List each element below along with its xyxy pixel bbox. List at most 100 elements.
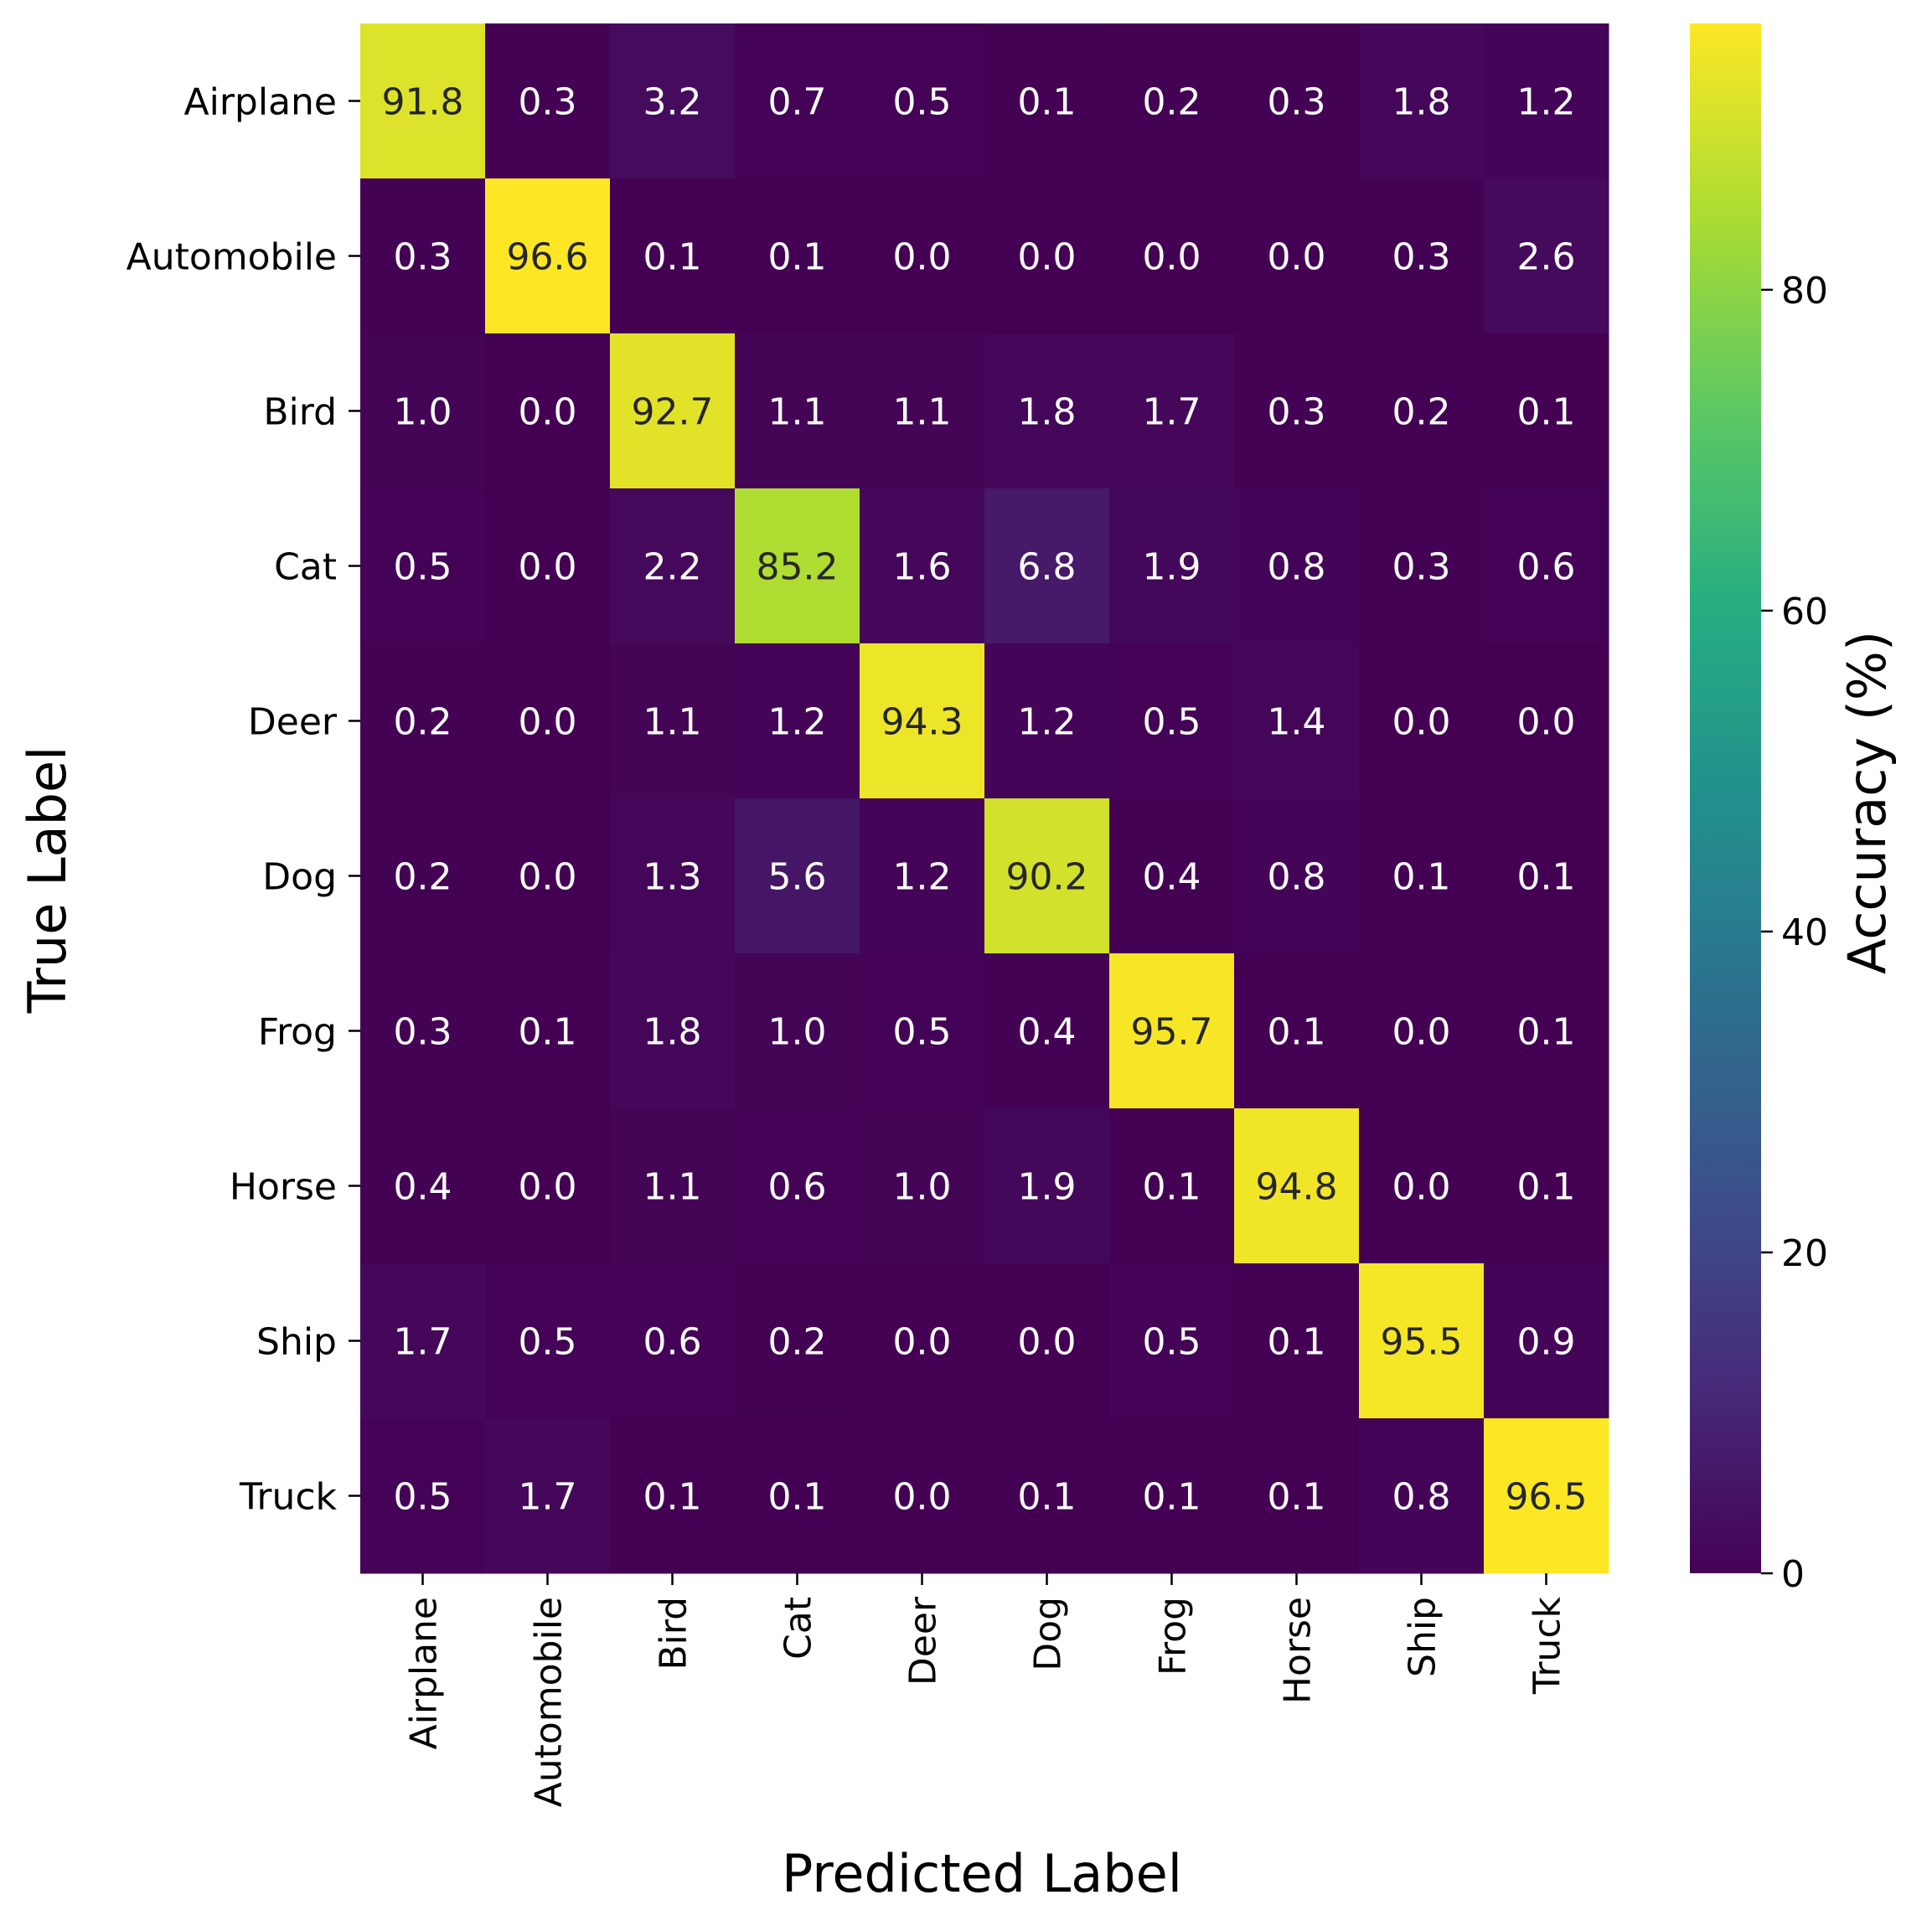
cell-value-label: 85.2 [757, 546, 839, 589]
cell-value-label: 0.0 [1517, 701, 1576, 744]
cell-value-label: 0.1 [1268, 1321, 1326, 1364]
heatmap-cell [735, 1108, 860, 1264]
cell-value-label: 0.1 [1018, 81, 1077, 124]
cell-value-label: 0.5 [893, 1011, 952, 1054]
heatmap-cell [1234, 1108, 1360, 1264]
cell-value-label: 1.1 [893, 391, 952, 434]
cell-value-label: 0.0 [519, 1166, 577, 1209]
heatmap-cell [1109, 953, 1235, 1109]
colorbar-tick-label: 20 [1781, 1232, 1828, 1275]
cell-value-label: 0.6 [768, 1166, 827, 1209]
colorbar-tick-label: 40 [1781, 911, 1828, 954]
cell-value-label: 94.3 [881, 701, 963, 744]
x-tick-label: Deer [902, 1596, 945, 1686]
cell-value-label: 90.2 [1006, 856, 1088, 899]
heatmap-cell [1359, 488, 1485, 644]
cell-value-label: 0.1 [1517, 391, 1576, 434]
heatmap-cell [1484, 1418, 1609, 1574]
colorbar: 0 20 40 60 80 [1690, 23, 1828, 1596]
cell-value-label: 0.4 [1143, 856, 1201, 899]
cell-value-label: 0.1 [1517, 856, 1576, 899]
heatmap-cell [1359, 643, 1485, 799]
heatmap-cell [1484, 333, 1609, 489]
cell-value-label: 0.2 [394, 856, 452, 899]
heatmap-cell [860, 333, 985, 489]
cell-value-label: 0.0 [1143, 236, 1201, 279]
heatmap-cell [1234, 488, 1360, 644]
heatmap-cell [1484, 23, 1609, 179]
heatmap-cell [1109, 1263, 1235, 1419]
x-tick-label: Frog [1152, 1597, 1195, 1675]
cell-value-label: 96.5 [1506, 1476, 1588, 1519]
cell-value-label: 0.5 [394, 546, 452, 589]
heatmap-cell [1484, 1108, 1609, 1264]
cell-value-label: 0.3 [1268, 81, 1326, 124]
heatmap-cell [610, 23, 736, 179]
y-tick-label: Cat [274, 546, 337, 589]
heatmap-cell [735, 333, 860, 489]
cell-value-label: 2.2 [643, 546, 702, 589]
heatmap-cell [610, 643, 736, 799]
heatmap-cell [735, 488, 860, 644]
heatmap-cell [860, 953, 985, 1109]
cell-value-label: 0.8 [1268, 856, 1326, 899]
heatmap-cell [485, 488, 611, 644]
cell-value-label: 0.0 [1392, 1011, 1451, 1054]
heatmap-cell [1109, 333, 1235, 489]
heatmap-cell [610, 1108, 736, 1264]
cell-value-label: 0.1 [768, 236, 827, 279]
cell-value-label: 94.8 [1256, 1166, 1338, 1209]
cell-value-label: 0.2 [1143, 81, 1201, 124]
heatmap-cell [735, 643, 860, 799]
heatmap-cell [485, 643, 611, 799]
heatmap-cell [735, 953, 860, 1109]
cell-value-label: 0.0 [519, 391, 577, 434]
heatmap-cell [1359, 798, 1485, 954]
cell-value-label: 2.6 [1517, 236, 1576, 279]
heatmap-cell [1359, 953, 1485, 1109]
heatmap-cell [360, 1263, 486, 1419]
y-tick-label: Dog [262, 856, 337, 899]
cell-value-label: 0.8 [1268, 546, 1326, 589]
heatmap-cell [1359, 333, 1485, 489]
y-tick-label: Deer [248, 701, 338, 744]
cell-value-label: 1.3 [643, 856, 702, 899]
heatmap-cell [1484, 488, 1609, 644]
cell-value-label: 92.7 [632, 391, 714, 434]
heatmap-cell [984, 333, 1110, 489]
heatmap-cell [1234, 333, 1360, 489]
heatmap-cell [360, 23, 486, 179]
cell-value-label: 0.3 [394, 1011, 452, 1054]
cell-value-label: 0.1 [1392, 856, 1451, 899]
cell-value-label: 1.2 [1517, 81, 1576, 124]
x-tick-label: Ship [1402, 1597, 1444, 1677]
y-tick-label: Ship [256, 1321, 337, 1364]
cell-value-label: 0.3 [1392, 236, 1451, 279]
y-tick-label: Automobile [127, 236, 337, 279]
cell-value-label: 0.0 [519, 856, 577, 899]
x-tick-label: Truck [1526, 1596, 1569, 1695]
cell-value-label: 1.1 [643, 1166, 702, 1209]
cell-value-label: 0.0 [893, 1321, 952, 1364]
cell-value-label: 1.0 [893, 1166, 952, 1209]
heatmap-cell [860, 1108, 985, 1264]
cell-value-label: 0.0 [1392, 701, 1451, 744]
heatmap-cell [610, 953, 736, 1109]
heatmap-cell [360, 1418, 486, 1574]
heatmap-cell [1109, 23, 1235, 179]
heatmap-cell [610, 798, 736, 954]
heatmap-cell [360, 643, 486, 799]
cell-value-label: 0.1 [1143, 1166, 1201, 1209]
cell-value-label: 0.1 [1517, 1011, 1576, 1054]
x-tick-label: Dog [1027, 1597, 1070, 1671]
cell-value-label: 1.1 [643, 701, 702, 744]
cell-value-label: 0.4 [1018, 1011, 1077, 1054]
heatmap-cell [360, 488, 486, 644]
cell-value-label: 1.2 [1018, 701, 1077, 744]
heatmap-cell [485, 798, 611, 954]
cell-value-label: 95.7 [1131, 1011, 1213, 1054]
cell-value-label: 0.0 [1018, 236, 1077, 279]
colorbar-title: Accuracy (%) [1836, 631, 1898, 974]
cell-value-label: 1.9 [1143, 546, 1201, 589]
heatmap-cell [1109, 1418, 1235, 1574]
